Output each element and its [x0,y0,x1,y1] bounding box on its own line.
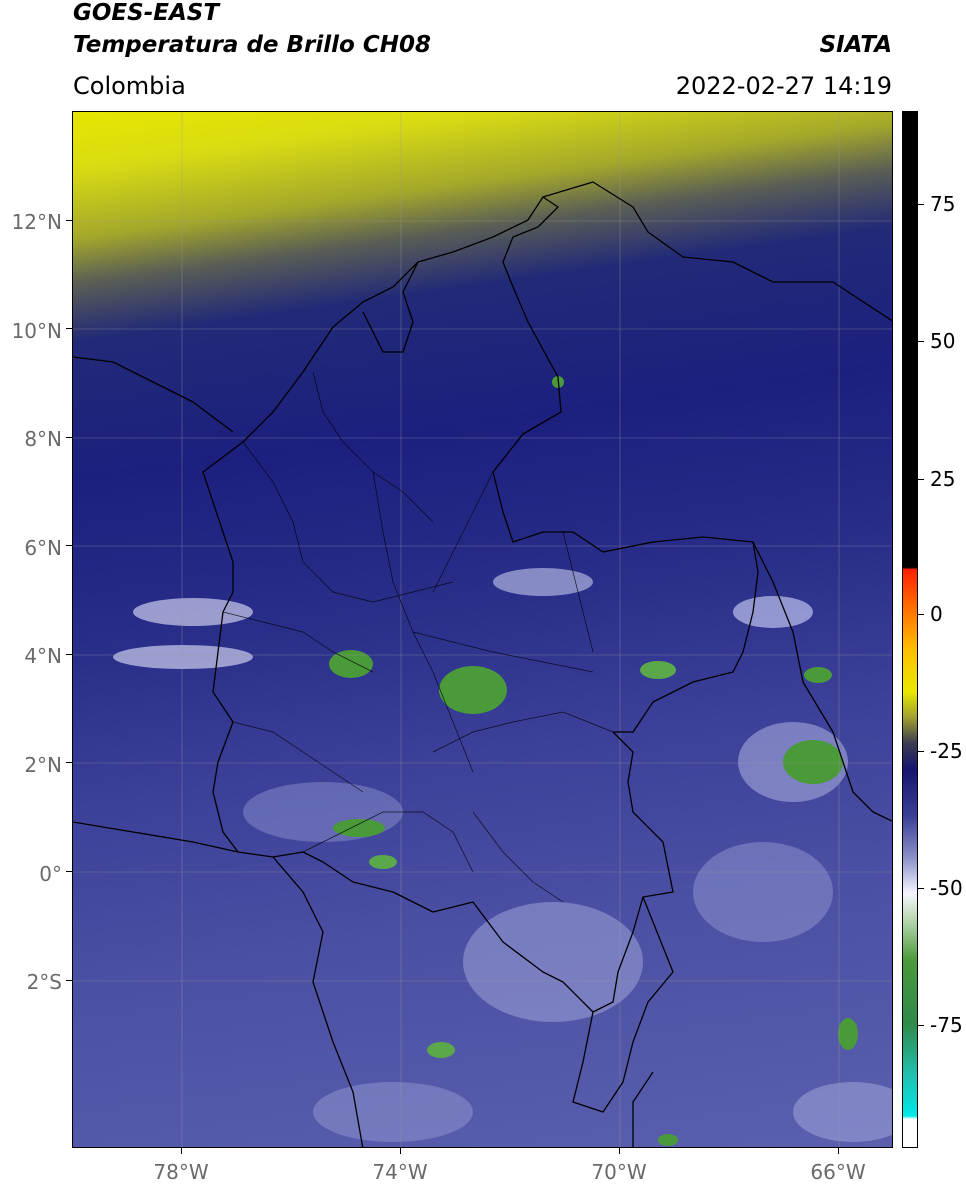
map-panel [72,111,893,1148]
lat-tick [66,654,72,655]
lon-label-70w: 70°W [591,1160,647,1184]
datetime-label: 2022-02-27 14:19 [675,72,892,100]
department-borders [222,371,614,903]
lat-tick [66,545,72,546]
lat-tick [66,328,72,329]
temperature-colorbar [902,111,918,1148]
lon-label-78w: 78°W [153,1160,209,1184]
satellite-map [73,112,892,1147]
lat-label-2s: 2°S [26,970,62,994]
lat-label-10n: 10°N [11,319,62,343]
lat-tick [66,871,72,872]
lat-label-2n: 2°N [24,753,62,777]
colorbar-label-50: 50 [930,329,956,353]
colorbar-label-neg25: -25 [930,739,963,763]
cloud-field [113,568,892,1142]
lon-tick [181,1148,182,1154]
cold-cloud-tops [329,376,858,1146]
gridlines [73,112,892,1147]
lat-tick [66,437,72,438]
colorbar-tick [918,888,924,889]
lon-label-66w: 66°W [810,1160,866,1184]
region-label: Colombia [73,72,186,100]
lat-label-4n: 4°N [24,644,62,668]
lon-tick [619,1148,620,1154]
lat-tick [66,980,72,981]
colorbar-tick [918,751,924,752]
product-title: Temperatura de Brillo CH08 [73,32,431,58]
satellite-title: GOES-EAST [73,0,220,26]
lon-label-74w: 74°W [372,1160,428,1184]
lat-label-0: 0° [39,862,62,886]
colorbar-label-75: 75 [930,192,956,216]
lon-tick [400,1148,401,1154]
colorbar-label-neg50: -50 [930,876,963,900]
lat-label-8n: 8°N [24,427,62,451]
lat-tick [66,220,72,221]
source-label: SIATA [819,32,892,58]
colorbar-label-25: 25 [930,467,956,491]
lat-label-12n: 12°N [11,210,62,234]
colorbar-tick [918,204,924,205]
colorbar-label-neg75: -75 [930,1013,963,1037]
colorbar-tick [918,341,924,342]
lon-tick [838,1148,839,1154]
country-borders [73,181,892,1147]
colorbar-label-0: 0 [930,602,943,626]
colorbar-tick [918,614,924,615]
lat-tick [66,762,72,763]
colorbar-tick [918,479,924,480]
colorbar-tick [918,1025,924,1026]
lat-label-6n: 6°N [24,536,62,560]
